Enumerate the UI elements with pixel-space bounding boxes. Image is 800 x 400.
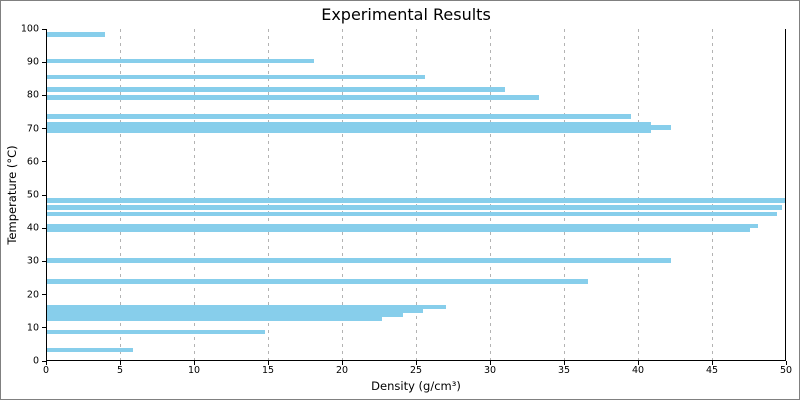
bar [46,74,425,80]
y-tick-label: 20 [26,289,39,301]
x-tick-label: 40 [631,365,645,376]
bar [46,316,382,322]
x-tick-mark [193,361,195,365]
bar [46,122,652,127]
x-tick-mark [341,361,343,365]
y-tick-mark [42,194,46,196]
bar [46,223,758,229]
y-tick-mark [42,128,46,130]
y-tick-mark [42,227,46,229]
y-tick-mark [42,327,46,329]
y-tick-label: 40 [26,222,39,234]
bar [46,258,671,263]
x-tick-mark [267,361,269,365]
bar [46,114,631,119]
bar [46,125,671,130]
plot-area [46,29,786,361]
x-tick-label: 45 [705,365,719,376]
x-tick-mark [119,361,121,365]
bar [46,279,588,284]
y-tick-label: 30 [26,255,39,267]
y-tick-label: 80 [26,89,39,101]
bar [46,95,539,100]
y-tick-label: 90 [26,56,39,68]
y-tick-label: 100 [20,23,39,35]
bar [46,58,314,64]
gridline-x-40 [637,29,639,361]
y-tick-mark [42,294,46,296]
gridline-x-35 [563,29,565,361]
x-tick-label: 25 [409,365,423,376]
x-tick-mark [785,361,787,365]
y-tick-mark [42,260,46,262]
bar [46,211,778,217]
y-tick-label: 10 [26,322,39,334]
y-tick-label: 70 [26,123,39,135]
gridline-x-10 [193,29,195,361]
x-axis-line [46,360,786,361]
x-tick-label: 20 [335,365,349,376]
x-tick-label: 50 [779,365,793,376]
bar [46,198,785,203]
y-tick-label: 60 [26,156,39,168]
x-tick-label: 30 [483,365,497,376]
gridline-x-5 [119,29,121,361]
y-tick-mark [42,360,46,362]
y-tick-mark [42,28,46,30]
x-tick-label: 35 [557,365,571,376]
y-tick-mark [42,161,46,163]
bar [46,312,403,318]
gridline-x-20 [341,29,343,361]
x-tick-mark [489,361,491,365]
bar [46,227,751,233]
x-tick-mark [563,361,565,365]
bar [46,32,106,37]
x-axis-label: Density (g/cm³) [371,379,461,393]
x-tick-mark [45,361,47,365]
x-axis-ticks: 0 5 10 15 20 25 30 35 40 45 50 [42,361,792,381]
bar [46,329,266,335]
gridline-x-15 [267,29,269,361]
bar [46,304,446,310]
x-tick-label: 0 [42,365,50,376]
x-tick-label: 10 [187,365,201,376]
chart-title: Experimental Results [321,5,491,24]
y-tick-label: 0 [32,355,39,367]
bar [46,128,652,133]
x-tick-label: 15 [261,365,275,376]
x-tick-label: 5 [116,365,124,376]
y-axis-line [46,29,47,361]
y-tick-label: 50 [26,189,39,201]
bar [46,347,134,353]
gridline-x-25 [415,29,417,361]
gridline-x-30 [489,29,491,361]
gridline-x-45 [711,29,713,361]
y-tick-mark [42,94,46,96]
bar [46,87,505,92]
y-axis-ticks: 0 10 20 30 40 50 60 70 80 90 100 [1,24,46,367]
y-tick-mark [42,61,46,63]
right-spine [785,29,786,361]
bar [46,308,424,314]
x-tick-mark [415,361,417,365]
bar [46,205,782,210]
x-tick-mark [637,361,639,365]
x-tick-mark [711,361,713,365]
